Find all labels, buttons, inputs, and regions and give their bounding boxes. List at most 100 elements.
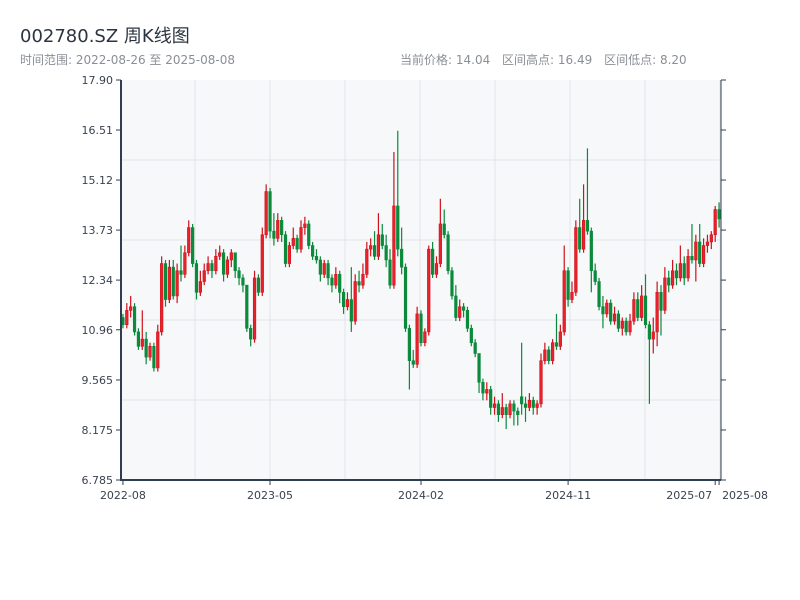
candle xyxy=(442,209,446,239)
candle-body xyxy=(535,403,539,408)
candle-body xyxy=(458,306,462,318)
candle-body xyxy=(628,320,632,333)
candle xyxy=(717,202,721,228)
y-tick-label: 8.175 xyxy=(82,424,114,437)
candle xyxy=(423,328,427,347)
candle-body xyxy=(659,292,663,311)
candle xyxy=(388,249,392,289)
candle-body xyxy=(477,353,481,383)
candle-body xyxy=(686,256,690,279)
candle-body xyxy=(272,230,276,239)
candle-body xyxy=(311,245,315,257)
candle xyxy=(353,274,357,325)
candle xyxy=(214,249,218,275)
candle-body xyxy=(609,302,613,322)
candle-body xyxy=(322,263,326,275)
chart-title: 002780.SZ 周K线图 xyxy=(20,26,190,47)
candle xyxy=(500,393,504,419)
candle-body xyxy=(434,263,439,275)
candle-body xyxy=(136,331,141,347)
candle xyxy=(330,274,334,293)
candle xyxy=(535,400,539,415)
candle xyxy=(671,259,675,289)
candle xyxy=(609,299,613,325)
candle-body xyxy=(570,292,574,300)
candle xyxy=(334,267,338,289)
candle xyxy=(407,324,411,390)
candle-body xyxy=(508,403,512,415)
candle xyxy=(152,342,156,372)
candle xyxy=(450,267,454,300)
candle xyxy=(175,263,179,304)
candle xyxy=(643,274,648,329)
candle xyxy=(663,267,667,314)
candle xyxy=(647,321,651,404)
candle xyxy=(260,227,264,296)
candle-body xyxy=(125,310,129,326)
candle xyxy=(678,245,682,282)
candle xyxy=(427,245,431,336)
candle-body xyxy=(148,346,152,358)
candle xyxy=(485,382,489,401)
candle-body xyxy=(489,389,493,408)
candle xyxy=(318,256,322,282)
candle xyxy=(233,252,237,278)
candle-body xyxy=(194,263,199,293)
candle xyxy=(434,256,439,278)
candle xyxy=(299,220,303,253)
candle-body xyxy=(539,360,543,405)
candle-body xyxy=(353,281,357,322)
candle xyxy=(612,306,617,325)
candle xyxy=(276,213,280,242)
candle-body xyxy=(252,277,257,340)
candle-body xyxy=(299,227,303,250)
x-tick-label: 2025-08 xyxy=(722,489,768,502)
candle-body xyxy=(318,259,322,275)
candle-body xyxy=(369,245,373,250)
candle xyxy=(198,270,202,296)
candle-body xyxy=(585,220,590,232)
candle xyxy=(167,259,171,304)
candle xyxy=(496,400,501,422)
candle xyxy=(380,223,384,250)
x-tick-label: 2024-02 xyxy=(398,489,444,502)
candle-body xyxy=(202,270,206,282)
candle xyxy=(303,216,307,235)
candle xyxy=(636,292,640,322)
candle xyxy=(581,184,586,253)
candle xyxy=(628,313,632,336)
candle-body xyxy=(438,223,442,264)
candle-body xyxy=(245,284,249,329)
candle xyxy=(229,249,233,268)
candle-body xyxy=(632,299,636,322)
y-tick-label: 6.785 xyxy=(82,474,114,487)
candle-body xyxy=(419,313,423,344)
date-range-label: 时间范围: 2022-08-26 至 2025-08-08 xyxy=(20,53,235,67)
candle-body xyxy=(210,263,214,272)
candle xyxy=(132,303,137,336)
candle-body xyxy=(361,274,365,286)
candle-body xyxy=(651,331,655,340)
candle-body xyxy=(175,270,179,297)
candle xyxy=(365,241,369,278)
candle-body xyxy=(643,295,648,326)
candle-body xyxy=(179,270,183,275)
candle-body xyxy=(593,270,597,282)
candle-body xyxy=(690,256,694,261)
candle xyxy=(601,295,605,329)
candle xyxy=(458,299,462,322)
candle-body xyxy=(678,263,682,279)
x-tick-label: 2025-07 xyxy=(666,489,712,502)
candle-body xyxy=(303,223,307,228)
candle xyxy=(396,130,400,257)
candle-body xyxy=(674,270,679,279)
candle-body xyxy=(264,191,268,236)
candle xyxy=(690,223,694,264)
candle xyxy=(551,339,555,365)
candle-body xyxy=(481,381,485,394)
candle-body xyxy=(167,266,171,300)
candle xyxy=(694,234,698,282)
candle xyxy=(597,277,601,311)
candle-body xyxy=(655,292,659,333)
candle-body xyxy=(667,277,671,286)
